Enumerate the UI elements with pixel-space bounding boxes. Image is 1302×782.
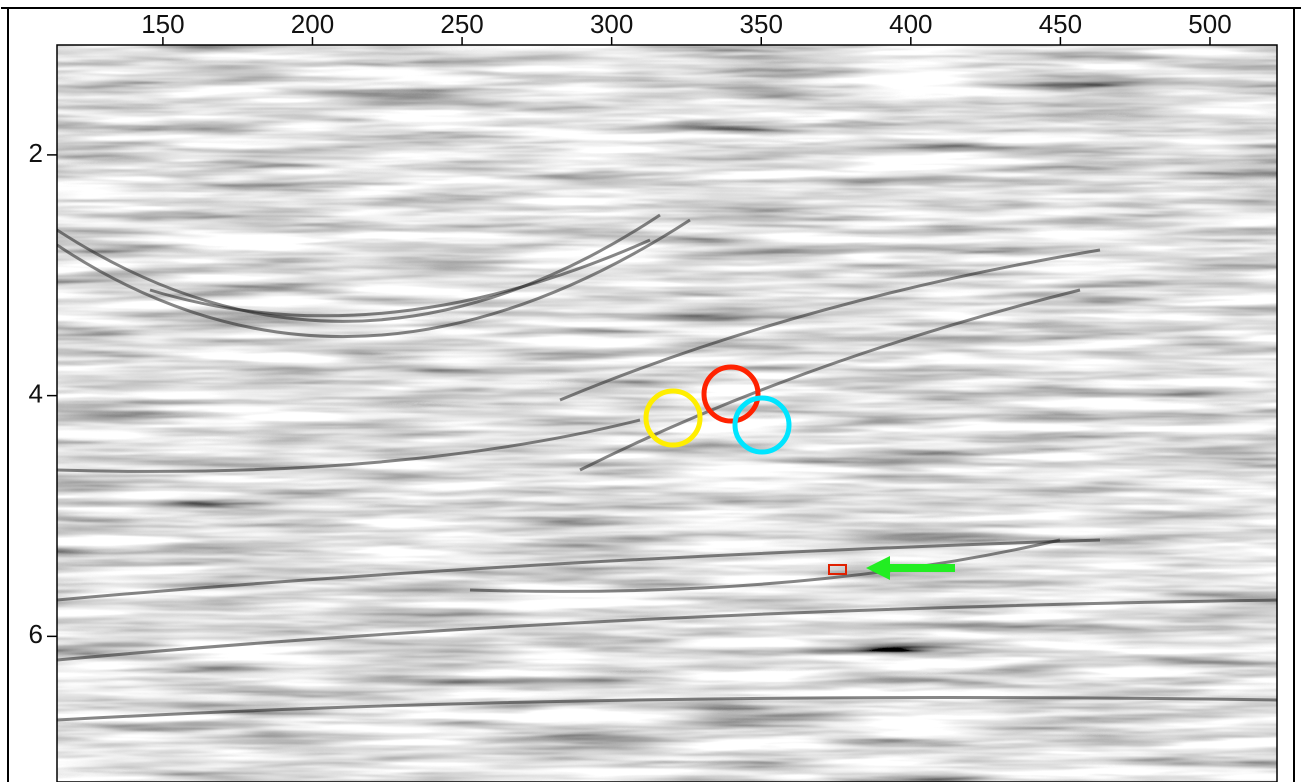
x-tick-label: 200	[291, 9, 334, 39]
x-tick-label: 400	[889, 9, 932, 39]
y-tick-label: 2	[29, 138, 43, 168]
y-tick-label: 4	[29, 379, 43, 409]
x-tick-label: 300	[590, 9, 633, 39]
x-tick-label: 450	[1039, 9, 1082, 39]
x-tick-label: 350	[740, 9, 783, 39]
y-tick-label: 6	[29, 619, 43, 649]
x-tick-label: 500	[1188, 9, 1231, 39]
chart: 150 200 250 300 350 400 450 500 2 4 6	[0, 0, 1302, 782]
seismic-section	[57, 45, 1277, 782]
x-tick-label: 150	[141, 9, 184, 39]
seismic-texture	[57, 45, 1277, 782]
x-tick-label: 250	[440, 9, 483, 39]
